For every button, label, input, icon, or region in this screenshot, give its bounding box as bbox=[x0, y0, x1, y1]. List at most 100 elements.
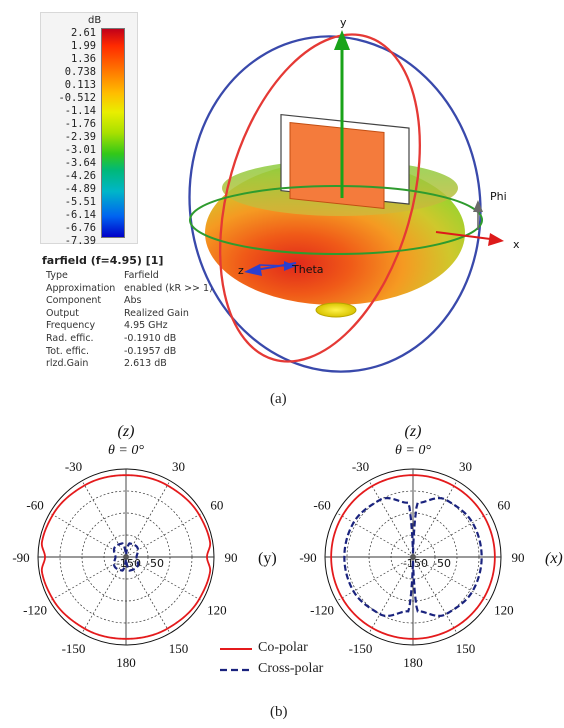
colorbar-tick: -4.26 bbox=[64, 170, 96, 182]
property-value: 4.95 GHz bbox=[124, 320, 168, 332]
polar-top-label: (z) bbox=[118, 423, 135, 440]
property-value: Realized Gain bbox=[124, 307, 189, 319]
colorbar-tick: -3.01 bbox=[64, 144, 96, 156]
polar-plots: 30 -30 60 -60 90 -90 120 -120 150 -150 180 -50 -150 (… bbox=[12, 423, 563, 670]
axis-label-z: z bbox=[238, 264, 244, 277]
antenna-patch bbox=[289, 122, 385, 209]
polar-spoke bbox=[125, 480, 171, 558]
polar-spoke bbox=[412, 556, 490, 602]
legend-cross-swatch bbox=[220, 668, 252, 672]
property-key: Rad. effic. bbox=[46, 332, 94, 344]
property-row: Type Farfield bbox=[46, 270, 236, 283]
property-row: Approximation enabled (kR >> 1) bbox=[46, 283, 236, 296]
colorbar-tick: -4.89 bbox=[64, 183, 96, 195]
polar-spoke bbox=[336, 556, 414, 602]
colorbar-tick: -7.39 bbox=[64, 235, 96, 247]
polar-angle-label: -120 bbox=[310, 603, 334, 618]
colorbar-tick: 2.61 bbox=[70, 27, 96, 39]
polar-angle-label: -120 bbox=[23, 603, 47, 618]
polar-spoke bbox=[125, 556, 203, 602]
polar-spoke bbox=[412, 480, 458, 558]
property-row: Frequency 4.95 GHz bbox=[46, 320, 236, 333]
theta-arrow-line bbox=[259, 264, 289, 267]
polar-angle-label: 120 bbox=[494, 603, 514, 618]
property-value: enabled (kR >> 1) bbox=[124, 282, 213, 294]
polar-spoke bbox=[368, 480, 414, 558]
polar-angle-label: 150 bbox=[169, 641, 189, 656]
polar-angle-label: 180 bbox=[116, 655, 136, 670]
polar-angle-label: -150 bbox=[62, 641, 86, 656]
cross-polar-curve bbox=[112, 542, 140, 572]
property-value: 2.613 dB bbox=[124, 358, 167, 370]
polar-angle-label: 60 bbox=[210, 498, 223, 513]
legend: Co-polar Cross-polar bbox=[218, 640, 358, 684]
polar-spoke bbox=[125, 512, 203, 558]
colorbar-unit: dB bbox=[88, 15, 102, 26]
x-axis-arrow-icon bbox=[488, 233, 504, 246]
colorbar-tick: -6.76 bbox=[64, 222, 96, 234]
polar-side-label: (x) bbox=[545, 550, 563, 567]
caption-b: (b) bbox=[270, 704, 288, 720]
polar-angle-label: -60 bbox=[26, 498, 43, 513]
polar-angle-label: 90 bbox=[225, 550, 238, 565]
radiation-pattern-3d: y x z Phi Theta bbox=[188, 16, 520, 373]
colorbar-tick: -1.14 bbox=[64, 105, 96, 117]
property-value: -0.1910 dB bbox=[124, 332, 177, 344]
polar-radial-label: -150 bbox=[403, 557, 428, 570]
colorbar-tick: 1.36 bbox=[70, 53, 96, 65]
polar-center-dot bbox=[410, 554, 416, 560]
polar-radial-label: -50 bbox=[433, 557, 451, 570]
polar-angle-label: -30 bbox=[352, 459, 369, 474]
polar-top-label: (z) bbox=[405, 423, 422, 440]
polar-angle-label: -60 bbox=[313, 498, 330, 513]
green-ring bbox=[189, 185, 483, 255]
polar-angle-label: 30 bbox=[172, 459, 185, 474]
property-value: Abs bbox=[124, 295, 142, 307]
polar-angle-label: -150 bbox=[349, 641, 373, 656]
phi-label: Phi bbox=[490, 190, 507, 203]
colorbar-gradient bbox=[101, 28, 125, 238]
co-polar-curve bbox=[330, 474, 496, 640]
farfield-title: farfield (f=4.95) [1] bbox=[42, 254, 164, 267]
polar-angle-label: -90 bbox=[299, 550, 316, 565]
z-axis-arrow-icon bbox=[244, 264, 262, 276]
colorbar-tick: 0.113 bbox=[64, 79, 96, 91]
co-polar-curve bbox=[40, 474, 212, 640]
polar-center-dot bbox=[123, 554, 129, 560]
property-key: Output bbox=[46, 307, 79, 319]
polar-angle-label: -30 bbox=[65, 459, 82, 474]
property-key: rlzd.Gain bbox=[46, 358, 89, 370]
theta-arrow-icon bbox=[284, 261, 296, 271]
colorbar-tick: -2.39 bbox=[64, 131, 96, 143]
property-row: rlzd.Gain 2.613 dB bbox=[46, 358, 236, 371]
legend-co-swatch bbox=[220, 648, 252, 650]
colorbar-ticks: 2.61 1.99 1.36 0.738 0.113 -0.512 -1.14 … bbox=[44, 27, 96, 248]
property-row: Component Abs bbox=[46, 295, 236, 308]
polar-angle-label: -90 bbox=[12, 550, 29, 565]
red-ring bbox=[219, 33, 421, 363]
polar-theta-label: θ = 0° bbox=[108, 443, 144, 458]
polar-angle-label: 90 bbox=[512, 550, 525, 565]
colorbar-tick: 1.99 bbox=[70, 40, 96, 52]
polar-spoke bbox=[49, 556, 127, 602]
colorbar-tick: 0.738 bbox=[64, 66, 96, 78]
axis-label-x: x bbox=[513, 238, 520, 251]
farfield-properties: Type Farfield Approximation enabled (kR >>… bbox=[46, 270, 236, 371]
property-key: Frequency bbox=[46, 320, 96, 332]
property-key: Type bbox=[46, 270, 68, 281]
polar-angle-label: 30 bbox=[459, 459, 472, 474]
polar-angle-label: 120 bbox=[207, 603, 227, 618]
colorbar-tick: -5.51 bbox=[64, 196, 96, 208]
property-key: Tot. effic. bbox=[46, 345, 90, 357]
phi-arrow-icon bbox=[473, 200, 483, 212]
polar-radial-label: -150 bbox=[116, 557, 141, 570]
property-row: Rad. effic. -0.1910 dB bbox=[46, 333, 236, 346]
property-key: Approximation bbox=[46, 282, 116, 294]
property-row: Output Realized Gain bbox=[46, 308, 236, 321]
cross-polar-curve bbox=[343, 497, 483, 617]
polar-angle-label: 60 bbox=[497, 498, 510, 513]
property-value: -0.1957 dB bbox=[124, 345, 177, 357]
polar-spoke bbox=[81, 480, 127, 558]
property-key: Component bbox=[46, 295, 102, 307]
theta-label: Theta bbox=[291, 263, 324, 276]
